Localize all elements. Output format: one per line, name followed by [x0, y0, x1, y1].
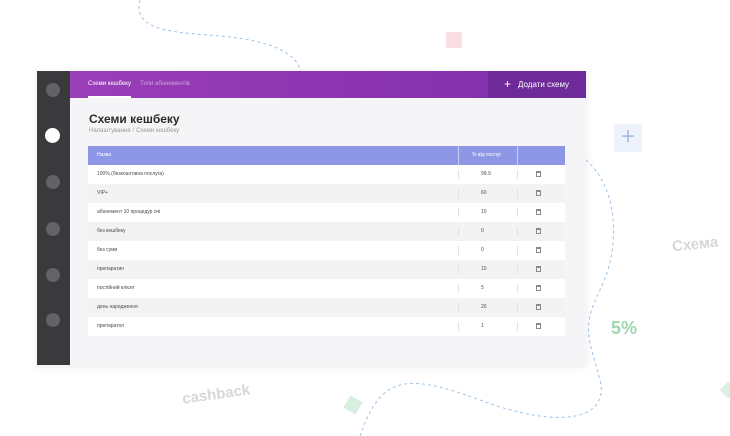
add-scheme-label: Додати схему — [518, 80, 570, 89]
column-header-percent[interactable]: % від послуг — [472, 152, 502, 158]
breadcrumb-separator: / — [132, 128, 135, 134]
row-name: день народження — [97, 304, 138, 310]
row-percent: 20 — [481, 304, 487, 310]
tab-cashback-schemes[interactable]: Схеми кешбеку — [88, 71, 131, 98]
column-header-name[interactable]: Назва — [97, 152, 112, 158]
pink-square-decor — [446, 32, 462, 48]
table-row[interactable]: VIP+ 60 — [88, 184, 565, 203]
sidebar-item-2-active[interactable] — [45, 128, 60, 143]
plus-decor-icon: + — [614, 124, 642, 152]
row-name: VIP+ — [97, 190, 108, 196]
decor-word-percent: 5% — [611, 318, 638, 338]
trash-icon[interactable] — [536, 323, 541, 329]
table-row[interactable]: препаратин 10 — [88, 260, 565, 279]
cell-divider — [517, 246, 518, 255]
table-row[interactable]: день народження 20 — [88, 298, 565, 317]
trash-icon[interactable] — [536, 228, 541, 234]
breadcrumb: Налаштування / Схеми кешбеку — [89, 128, 179, 134]
row-percent: 10 — [481, 209, 487, 215]
plus-icon: + — [504, 77, 512, 91]
cell-divider — [458, 170, 459, 179]
row-percent: 1 — [481, 323, 484, 329]
sidebar — [37, 71, 70, 365]
row-name: постійний клієнт — [97, 285, 135, 291]
cell-divider — [517, 265, 518, 274]
row-percent: 0 — [481, 228, 484, 234]
row-name: препаратин — [97, 266, 125, 272]
trash-icon[interactable] — [536, 285, 541, 291]
trash-icon[interactable] — [536, 171, 541, 177]
schemes-table: Назва % від послуг 100% (безкоштовна пос… — [88, 146, 565, 336]
row-percent: 0 — [481, 247, 484, 253]
table-row[interactable]: препаратол 1 — [88, 317, 565, 336]
top-bar: Схеми кешбеку Типи абонементів + Додати … — [70, 71, 586, 98]
row-name: 100% (безкоштовна послуга) — [97, 171, 164, 177]
cell-divider — [458, 303, 459, 312]
trash-icon[interactable] — [536, 247, 541, 253]
breadcrumb-current: Схеми кешбеку — [136, 128, 180, 134]
cell-divider — [517, 208, 518, 217]
sidebar-item-6[interactable] — [46, 313, 60, 327]
trash-icon[interactable] — [536, 190, 541, 196]
table-row[interactable]: без суми 0 — [88, 241, 565, 260]
sidebar-item-4[interactable] — [46, 222, 60, 236]
cell-divider — [517, 227, 518, 236]
cell-divider — [458, 284, 459, 293]
cell-divider — [458, 189, 459, 198]
table-row[interactable]: постійний клієнт 5 — [88, 279, 565, 298]
row-name: абонемент 10 процедур очі — [97, 209, 161, 215]
row-percent: 10 — [481, 266, 487, 272]
trash-icon[interactable] — [536, 209, 541, 215]
table-row[interactable]: 100% (безкоштовна послуга) 99.9 — [88, 165, 565, 184]
table-header: Назва % від послуг — [88, 146, 565, 165]
add-scheme-button[interactable]: + Додати схему — [488, 71, 586, 98]
row-percent: 60 — [481, 190, 487, 196]
column-divider — [517, 146, 518, 165]
cell-divider — [458, 265, 459, 274]
row-name: без кешбеку — [97, 228, 126, 234]
cell-divider — [517, 322, 518, 331]
app-window: Схеми кешбеку Типи абонементів + Додати … — [37, 71, 586, 365]
cell-divider — [458, 227, 459, 236]
row-percent: 5 — [481, 285, 484, 291]
cell-divider — [517, 170, 518, 179]
cell-divider — [458, 322, 459, 331]
sidebar-item-1[interactable] — [46, 83, 60, 97]
table-row[interactable]: абонемент 10 процедур очі 10 — [88, 203, 565, 222]
row-percent: 99.9 — [481, 171, 491, 177]
tab-subscription-types[interactable]: Типи абонементів — [140, 81, 190, 87]
page-title: Схеми кешбеку — [89, 112, 180, 126]
table-row[interactable]: без кешбеку 0 — [88, 222, 565, 241]
sidebar-item-5[interactable] — [46, 268, 60, 282]
row-name: без суми — [97, 247, 118, 253]
column-divider — [458, 146, 459, 165]
cell-divider — [517, 284, 518, 293]
cell-divider — [458, 246, 459, 255]
trash-icon[interactable] — [536, 266, 541, 272]
cell-divider — [517, 303, 518, 312]
row-name: препаратол — [97, 323, 125, 329]
breadcrumb-settings[interactable]: Налаштування — [89, 128, 131, 134]
cell-divider — [458, 208, 459, 217]
cell-divider — [517, 189, 518, 198]
sidebar-item-3[interactable] — [46, 175, 60, 189]
trash-icon[interactable] — [536, 304, 541, 310]
